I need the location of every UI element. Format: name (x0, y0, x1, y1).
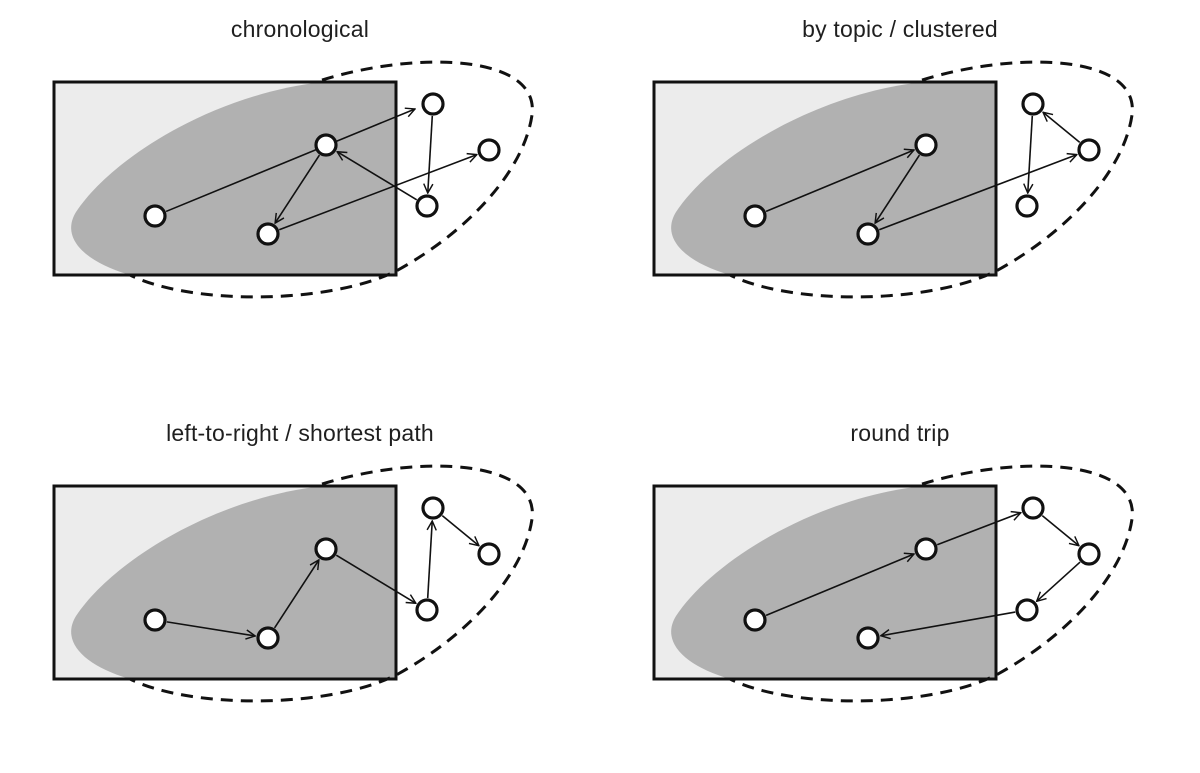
path-arrow (441, 514, 479, 546)
location-node (1015, 194, 1039, 218)
location-node (1015, 598, 1039, 622)
region-box (652, 80, 998, 277)
location-node (856, 626, 880, 650)
region-box (652, 484, 998, 681)
path-arrow (337, 152, 418, 201)
location-node (314, 537, 338, 561)
path-arrow (881, 611, 1016, 636)
location-node (1077, 542, 1101, 566)
region-box (52, 484, 398, 681)
panel-figure (652, 464, 1134, 703)
panel-title: by topic / clustered (802, 16, 998, 42)
path-arrow (335, 554, 416, 603)
path-arrow (1028, 115, 1033, 193)
panel-chronological: chronological (0, 0, 600, 369)
location-node (1021, 92, 1045, 116)
location-node (256, 222, 280, 246)
path-arrow (428, 521, 433, 599)
dashed-boundary (129, 60, 534, 299)
location-node (914, 133, 938, 157)
panel-left-to-right: left-to-right / shortest path (0, 404, 600, 773)
path-arrow (765, 554, 914, 617)
path-arrow (1037, 561, 1081, 601)
location-node (914, 537, 938, 561)
path-arrow (278, 155, 477, 231)
dashed-boundary (129, 464, 534, 703)
path-arrow (273, 560, 319, 629)
location-node (415, 194, 439, 218)
path-arrow (275, 154, 321, 223)
panel-round-trip: round trip (600, 404, 1200, 773)
region-box (52, 80, 398, 277)
location-node (256, 626, 280, 650)
location-node (477, 542, 501, 566)
path-arrow (1041, 514, 1079, 546)
path-arrow (1043, 112, 1081, 144)
path-arrow (878, 155, 1077, 231)
location-node (1021, 496, 1045, 520)
location-node (856, 222, 880, 246)
path-arrow (428, 115, 433, 193)
location-node (314, 133, 338, 157)
location-node (743, 204, 767, 228)
panel-title: chronological (230, 16, 370, 42)
location-node (415, 598, 439, 622)
location-node (143, 608, 167, 632)
location-node (477, 138, 501, 162)
panel-title: left-to-right / shortest path (166, 420, 434, 446)
path-arrow (166, 621, 255, 636)
panel-title: round trip (850, 420, 950, 446)
path-arrow (165, 109, 415, 213)
location-node (1077, 138, 1101, 162)
panel-figure (652, 60, 1134, 299)
path-arrow (765, 150, 914, 213)
location-node (143, 204, 167, 228)
location-node (743, 608, 767, 632)
path-arrow (875, 154, 921, 223)
dashed-boundary (729, 464, 1134, 703)
panel-by-topic: by topic / clustered (600, 0, 1200, 369)
panel-figure (52, 60, 534, 299)
location-node (421, 496, 445, 520)
dashed-boundary (729, 60, 1134, 299)
panel-figure (52, 464, 534, 703)
location-node (421, 92, 445, 116)
path-arrow (936, 513, 1021, 546)
